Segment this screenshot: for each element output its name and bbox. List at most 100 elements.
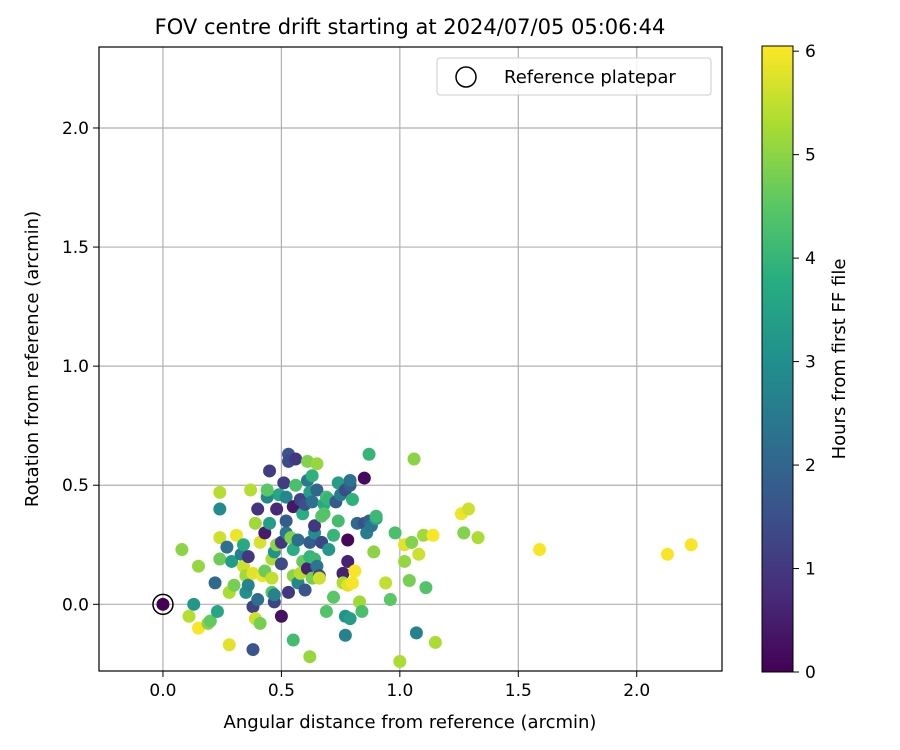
colorbar-tick-label: 5 [805,146,816,166]
scatter-point [319,604,333,618]
y-axis-ticks: 0.0 0.5 1.0 1.5 2.0 [62,119,99,615]
colorbar-label: Hours from first FF file [829,259,850,460]
scatter-point [462,502,476,516]
scatter-point [227,578,241,592]
scatter-point [274,557,288,571]
x-tick-label: 0.5 [268,681,295,701]
scatter-point [357,471,371,485]
scatter-point [182,609,196,623]
y-tick-label: 1.5 [62,238,89,258]
x-tick-label: 1.5 [505,681,532,701]
scatter-point [208,576,222,590]
scatter-point [260,483,274,497]
scatter-point [312,571,326,585]
scatter-point [241,578,255,592]
scatter-point [345,493,359,507]
scatter-point [222,638,236,652]
scatter-points [152,447,698,668]
scatter-point [305,469,319,483]
scatter-point [305,495,319,509]
colorbar-tick-label: 0 [805,663,816,683]
scatter-point [310,483,324,497]
scatter-point [303,650,317,664]
scatter-point [343,473,357,487]
scatter-point [398,554,412,568]
scatter-point [457,526,471,540]
scatter-point [263,464,277,478]
x-tick-label: 1.0 [386,681,413,701]
scatter-point [236,538,250,552]
scatter-point [279,490,293,504]
colorbar-tick-label: 6 [805,42,816,62]
legend-marker-icon [455,66,477,88]
scatter-point [267,588,281,602]
scatter-point [341,554,355,568]
scatter-point [322,543,336,557]
scatter-point [248,516,262,530]
scatter-point [331,514,345,528]
scatter-point [367,545,381,559]
scatter-point [310,457,324,471]
scatter-point [341,533,355,547]
scatter-point [362,447,376,461]
scatter-point [379,576,393,590]
y-tick-label: 0.0 [62,595,89,615]
colorbar-ticks: 0 1 2 3 4 5 6 [793,42,816,683]
scatter-point [412,547,426,561]
scatter-point [343,612,357,626]
scatter-point [175,543,189,557]
scatter-point [213,531,227,545]
x-axis-label: Angular distance from reference (arcmin) [224,712,597,733]
scatter-point [225,554,239,568]
scatter-point [270,502,284,516]
scatter-point [274,609,288,623]
scatter-point [213,485,227,499]
scatter-point [336,566,350,580]
scatter-point [407,452,421,466]
scatter-point [187,597,201,611]
reference-platepar-marker [152,593,174,616]
scatter-point [345,576,359,590]
plot-frame [98,46,723,672]
colorbar-tick-label: 2 [805,456,816,476]
scatter-point [289,452,303,466]
scatter-point [289,478,303,492]
scatter-point [279,514,293,528]
scatter-point [213,552,227,566]
scatter-point [533,543,547,557]
colorbar: 0 1 2 3 4 5 6 Hours from first FF file [761,42,850,683]
scatter-point [229,528,243,542]
chart-title: FOV centre drift starting at 2024/07/05 … [155,15,666,39]
scatter-point [220,540,234,554]
scatter-point [203,614,217,628]
scatter-point [471,531,485,545]
legend: Reference platepar [436,57,712,96]
scatter-point [369,509,383,523]
scatter-point [348,564,362,578]
scatter-point [428,635,442,649]
scatter-point [426,528,440,542]
scatter-point [661,547,675,561]
scatter-point [355,604,369,618]
scatter-point [277,476,291,490]
scatter-point [241,550,255,564]
scatter-point [213,502,227,516]
scatter-point [246,643,260,657]
scatter-point [251,502,265,516]
scatter-point [210,604,224,618]
colorbar-tick-label: 4 [805,249,816,269]
scatter-point [251,593,265,607]
scatter-point [402,573,416,587]
scatter-point [419,581,433,595]
scatter-point [291,533,305,547]
scatter-point [684,538,698,552]
scatter-point [409,626,423,640]
y-tick-label: 0.5 [62,476,89,496]
scatter-point [327,528,341,542]
scatter-point [308,519,322,533]
scatter-point [298,583,312,597]
y-tick-label: 2.0 [62,119,89,139]
x-tick-label: 2.0 [623,681,650,701]
grid-lines [99,47,722,671]
